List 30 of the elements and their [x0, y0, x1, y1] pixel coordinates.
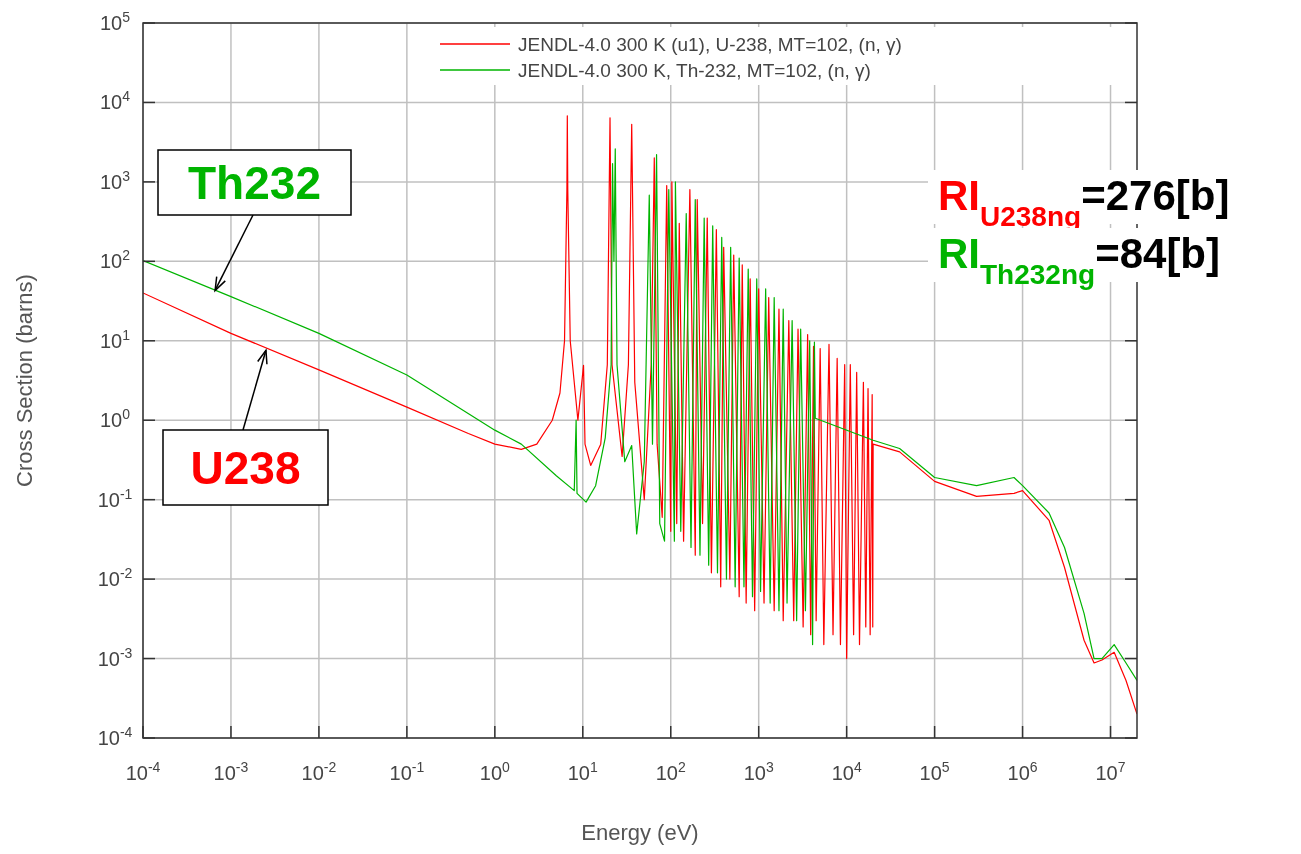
x-tick-label: 10$^{-2}$ — [301, 759, 337, 784]
y-tick-label: 10$^{1}$ — [99, 326, 131, 352]
y-tick-label: 10$^{-4}$ — [97, 724, 133, 749]
y-tick-label: 10$^{3}$ — [99, 167, 131, 193]
annotation: RI$_{Th232ng}$=84[b] — [938, 230, 1221, 290]
y-tick-label: 10$^{5}$ — [99, 9, 131, 34]
legend-label: JENDL-4.0 300 K, Th-232, MT=102, (n, γ) — [518, 60, 871, 81]
x-tick-label: 10$^{-3}$ — [213, 759, 249, 784]
x-tick-label: 10$^{6}$ — [1007, 759, 1038, 784]
legend-label: JENDL-4.0 300 K (u1), U-238, MT=102, (n, γ) — [518, 34, 902, 55]
x-tick-label: 10$^{5}$ — [919, 759, 950, 784]
y-tick-label: 10$^{-3}$ — [97, 644, 133, 670]
x-axis-title: Energy (eV) — [581, 820, 699, 845]
annotation: RI$_{U238ng}$=276[b] — [938, 172, 1230, 232]
x-tick-label: 10$^{-1}$ — [389, 759, 425, 784]
x-tick-label: 10$^{2}$ — [655, 759, 686, 784]
annotation: Th232 — [188, 156, 321, 209]
y-tick-label: 10$^{-2}$ — [97, 565, 133, 591]
x-tick-label: 10$^{1}$ — [567, 759, 599, 784]
x-tick-label: 10$^{3}$ — [743, 759, 774, 784]
y-tick-label: 10$^{4}$ — [99, 88, 131, 114]
y-axis-title: Cross Section (barns) — [12, 274, 37, 487]
x-tick-label: 10$^{0}$ — [479, 759, 511, 784]
x-tick-label: 10$^{7}$ — [1095, 759, 1126, 784]
x-tick-label: 10$^{4}$ — [831, 759, 862, 784]
y-tick-label: 10$^{-1}$ — [97, 485, 133, 511]
y-tick-label: 10$^{0}$ — [99, 406, 131, 432]
y-tick-label: 10$^{2}$ — [99, 247, 131, 273]
annotation: U238 — [190, 441, 301, 494]
x-tick-label: 10$^{-4}$ — [125, 759, 161, 784]
